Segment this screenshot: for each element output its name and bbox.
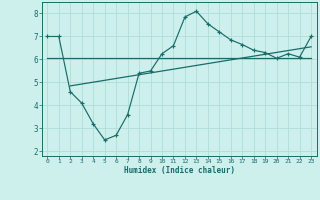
X-axis label: Humidex (Indice chaleur): Humidex (Indice chaleur) bbox=[124, 166, 235, 175]
